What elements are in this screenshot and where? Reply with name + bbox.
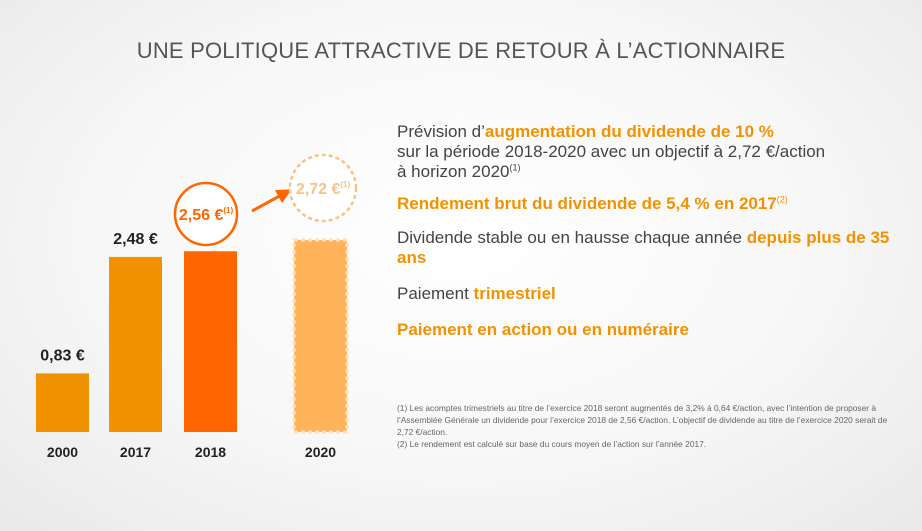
bullet-payment-mode: Paiement en action ou en numéraire xyxy=(397,320,689,339)
footnote-2: (2) Le rendement est calculé sur base du… xyxy=(397,439,707,449)
key-points: Prévision d’augmentation du dividende de… xyxy=(397,122,907,340)
data-label-2000: 0,83 € xyxy=(40,347,85,364)
tick-label-2018: 2018 xyxy=(195,444,226,460)
bar-2017 xyxy=(109,256,162,432)
tick-label-2020: 2020 xyxy=(305,444,336,460)
bar-2020 xyxy=(292,238,349,434)
callout-circle-2018 xyxy=(173,181,239,247)
bullet-yield: Rendement brut du dividende de 5,4 % en … xyxy=(397,194,788,213)
data-label-2018: 2,56 €(1) xyxy=(179,206,234,224)
trend-arrow xyxy=(251,189,292,213)
bar-2018 xyxy=(184,251,237,432)
tick-label-2000: 2000 xyxy=(47,444,78,460)
bullet-dividend-increase: Prévision d’augmentation du dividende de… xyxy=(397,122,826,181)
footnote-1: (1) Les acomptes trimestriels au titre d… xyxy=(397,403,888,437)
bullet-quarterly: Paiement trimestriel xyxy=(397,284,556,303)
bullet-stable-dividend: Dividende stable ou en hausse chaque ann… xyxy=(397,228,890,267)
data-label-2020: 2,72 €(1) xyxy=(296,180,351,198)
callout-circle-2020 xyxy=(288,153,358,223)
data-label-2017: 2,48 € xyxy=(113,231,158,248)
page-title: UNE POLITIQUE ATTRACTIVE DE RETOUR À L’A… xyxy=(136,38,786,63)
footnotes: (1) Les acomptes trimestriels au titre d… xyxy=(397,402,902,450)
bar-2000 xyxy=(36,373,89,432)
tick-label-2017: 2017 xyxy=(120,444,151,460)
